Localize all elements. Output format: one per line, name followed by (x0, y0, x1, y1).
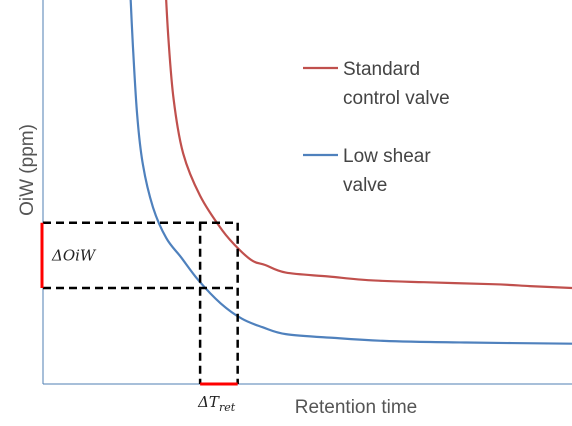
delta-oiw-label: ΔOiW (51, 246, 97, 264)
guide-lines (43, 221, 239, 384)
delta-t-main: ΔT (197, 393, 220, 411)
legend-label-standard-line1: Standard (343, 59, 420, 80)
y-axis-label: OiW (ppm) (17, 124, 38, 216)
series-line-standard-control-valve (165, 0, 572, 290)
delta-t-subscript: ret (219, 401, 236, 414)
legend-label-low-shear-line1: Low shear (343, 146, 431, 167)
x-axis-label: Retention time (295, 397, 418, 418)
legend-label-low-shear-line2: valve (343, 175, 387, 196)
legend: Standard control valve Low shear valve (303, 59, 450, 196)
delta-t-label: ΔTret (197, 393, 236, 414)
series-line-low-shear-valve (129, 0, 572, 345)
legend-label-standard-line2: control valve (343, 88, 450, 109)
